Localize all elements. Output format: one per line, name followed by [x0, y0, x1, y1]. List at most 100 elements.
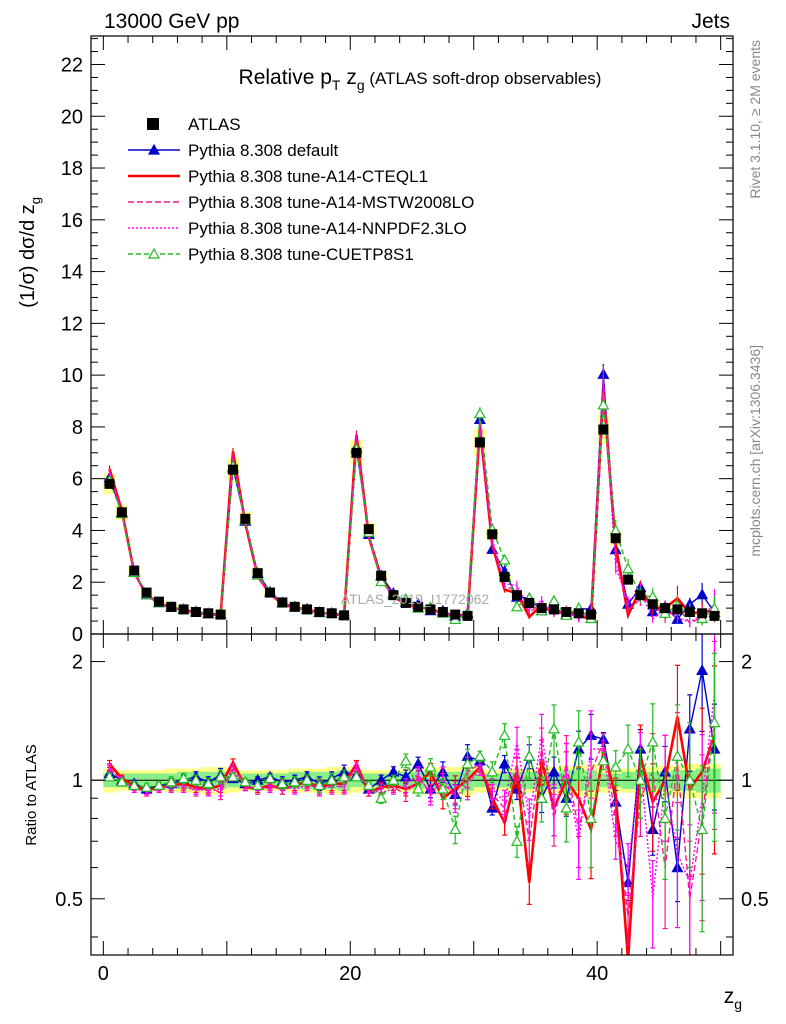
data-point	[178, 604, 189, 615]
legend-entry: Pythia 8.308 tune-A14-CTEQL1	[128, 167, 428, 186]
x-tick-label: 40	[586, 963, 608, 985]
ratio-y-ticks: 0.5 0.5 1 1 2 2	[55, 652, 769, 938]
data-point	[252, 568, 263, 579]
main-y-tick-label: 22	[61, 54, 83, 76]
ratio-point	[683, 773, 696, 785]
data-point	[351, 447, 362, 458]
main-pythia-8-308-tune-a14-cteql1	[108, 380, 716, 624]
ratio-point	[659, 812, 672, 823]
main-y-tick-label: 2	[72, 572, 83, 594]
data-point	[363, 524, 374, 535]
ratio-point	[115, 775, 128, 787]
chart-title: Relative pT zg (ATLAS soft-drop observab…	[239, 66, 602, 93]
ratio-point	[646, 735, 659, 747]
watermark: ATLAS_2019_I1772062	[341, 591, 490, 607]
ratio-point	[177, 772, 190, 784]
legend: ATLAS Pythia 8.308 default Pythia 8.308 tu…	[128, 115, 474, 264]
legend-entry: Pythia 8.308 tune-A14-NNPDF2.3LO	[128, 219, 467, 238]
ratio-point	[338, 770, 351, 782]
ratio-point	[152, 779, 165, 791]
data-point	[326, 608, 337, 619]
data-point	[166, 601, 177, 612]
ratio-y-tick-label: 1	[72, 770, 83, 792]
legend-label: Pythia 8.308 default	[188, 141, 339, 160]
ratio-point	[399, 754, 412, 766]
main-point	[622, 562, 635, 574]
ratio-point	[375, 791, 388, 803]
ratio-y-tick-label-right: 0.5	[741, 889, 769, 911]
data-point	[499, 572, 510, 583]
ratio-point	[288, 775, 301, 787]
data-point	[227, 464, 238, 475]
main-point	[609, 524, 622, 536]
ratio-point	[634, 773, 647, 785]
data-point	[129, 565, 140, 576]
data-point	[413, 601, 424, 612]
main-line-pythia-8-308-tune-a14-cteql1	[108, 392, 715, 622]
main-point	[510, 600, 523, 612]
legend-label: Pythia 8.308 tune-A14-MSTW2008LO	[188, 193, 474, 212]
ratio-point	[449, 823, 462, 835]
legend-marker	[147, 247, 161, 259]
data-point	[450, 609, 461, 620]
legend-entry: Pythia 8.308 tune-CUETP8S1	[128, 245, 414, 264]
data-point	[215, 609, 226, 620]
data-point	[141, 587, 152, 598]
main-y-tick-label: 0	[72, 624, 83, 646]
x-axis-label: zg	[724, 985, 742, 1012]
data-point	[697, 608, 708, 619]
x-tick-label: 0	[98, 963, 109, 985]
ratio-point	[387, 773, 400, 785]
ratio-point	[609, 760, 622, 772]
legend-label: Pythia 8.308 tune-CUETP8S1	[188, 245, 414, 264]
ratio-point	[535, 791, 548, 803]
data-point	[647, 599, 658, 610]
legend-label: ATLAS	[188, 115, 241, 134]
ratio-point	[572, 735, 585, 747]
data-point	[548, 604, 559, 615]
data-point	[190, 606, 201, 617]
main-point	[473, 407, 486, 419]
ratio-point	[498, 757, 511, 769]
ratio-point	[473, 750, 486, 761]
ratio-panel: 0.5 0.5 1 1 2 2 0 20 40	[55, 633, 769, 985]
data-point	[536, 603, 547, 614]
main-series-group	[103, 363, 721, 628]
ratio-y-tick-label: 2	[72, 652, 83, 674]
ratio-point	[140, 780, 153, 792]
ratio-point	[165, 775, 178, 787]
main-point	[547, 594, 561, 606]
main-y-tick-label: 14	[61, 262, 83, 284]
ratio-point	[325, 773, 338, 785]
data-point	[116, 507, 127, 518]
data-point	[339, 610, 350, 621]
legend-label: Pythia 8.308 tune-A14-NNPDF2.3LO	[188, 219, 467, 238]
main-panel: 0 2 4 6 8 10 12 14 16 18 20 22	[61, 35, 734, 646]
ratio-pythia-8-308-tune-cuetp8s1	[103, 652, 721, 933]
ratio-point	[622, 742, 635, 754]
main-point	[375, 575, 388, 587]
header-left: 13000 GeV pp	[104, 10, 239, 33]
data-point	[462, 610, 473, 621]
data-point	[709, 610, 720, 621]
data-point	[104, 478, 115, 489]
ratio-line-pythia-8-308-tune-a14-nnpdf2-3lo	[109, 694, 716, 899]
ratio-point	[226, 770, 240, 782]
data-point	[388, 590, 399, 601]
main-y-tick-label: 10	[61, 365, 83, 387]
main-data-group	[104, 424, 720, 621]
data-point	[511, 590, 522, 601]
legend-label: Pythia 8.308 tune-A14-CTEQL1	[188, 167, 428, 186]
main-y-tick-label: 8	[72, 417, 83, 439]
ratio-point	[128, 779, 141, 791]
ratio-pythia-8-308-tune-a14-cteql1	[107, 664, 717, 955]
y-axis-label: (1/σ) dσ/d zg	[17, 197, 43, 308]
data-point	[660, 603, 671, 614]
ratio-point	[412, 782, 425, 794]
ratio-point	[486, 765, 499, 777]
data-point	[610, 533, 621, 544]
data-point	[487, 529, 498, 540]
main-x-ticks	[102, 36, 722, 634]
ratio-point	[189, 773, 202, 785]
